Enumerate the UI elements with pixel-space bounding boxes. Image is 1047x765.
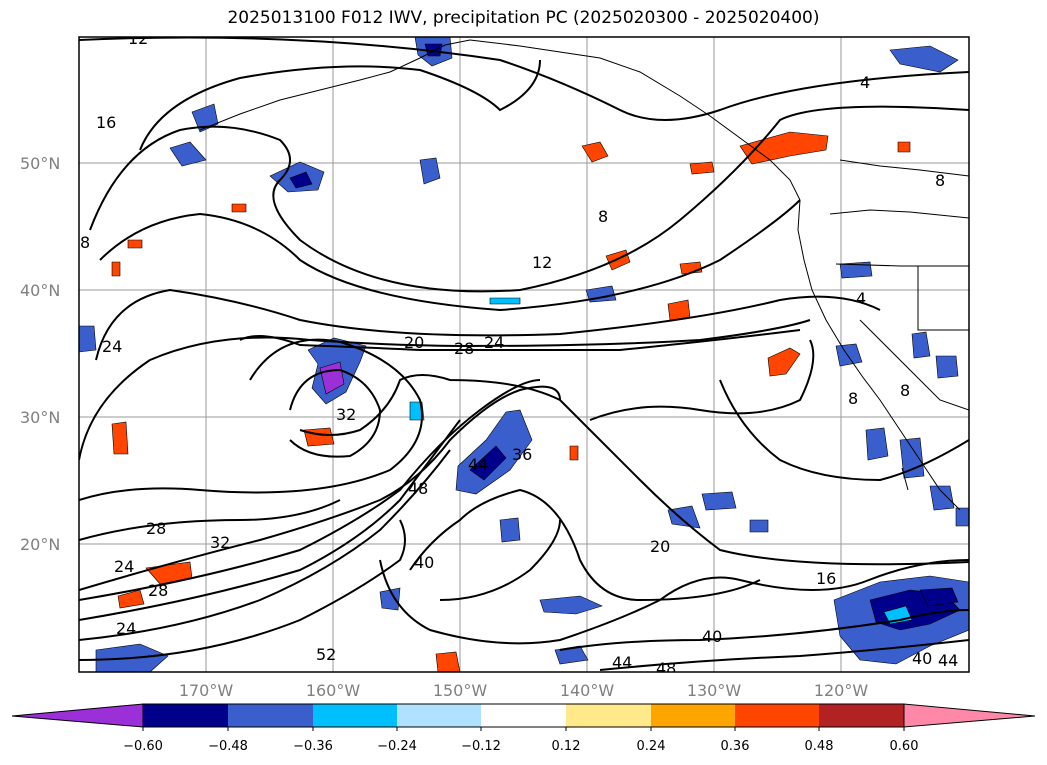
contour-label: 8 <box>80 233 90 252</box>
colorbar-tick-label: −0.24 <box>377 739 417 754</box>
contour-label: 28 <box>146 519 166 538</box>
lon-label-160w: 160°W <box>306 681 361 700</box>
longitude-labels: 170°W 160°W 150°W 140°W 130°W 120°W <box>179 681 869 700</box>
contour-label: 12 <box>128 29 148 48</box>
contour-label: 40 <box>702 627 722 646</box>
colorbar-swatch <box>735 704 819 727</box>
lat-label-50n: 50°N <box>20 154 60 173</box>
contour-label: 24 <box>114 557 134 576</box>
contour-label: 4 <box>860 73 870 92</box>
contour-label: 8 <box>598 207 608 226</box>
lon-label-150w: 150°W <box>433 681 488 700</box>
contour-labels: 12 16 4 8 8 12 8 24 20 28 24 32 44 36 48… <box>80 29 958 678</box>
contour-label: 40 <box>414 553 434 572</box>
contour-label: 52 <box>316 645 336 664</box>
map-panel[interactable]: 12 16 4 8 8 12 8 24 20 28 24 32 44 36 48… <box>79 29 969 678</box>
latitude-labels: 50°N 40°N 30°N 20°N <box>20 154 60 554</box>
contour-label: 40 <box>912 649 932 668</box>
colorbar-tick-label: 0.36 <box>721 739 750 754</box>
colorbar-tick-label: 0.12 <box>552 739 581 754</box>
colorbar-extend-low <box>11 703 144 728</box>
colorbar-swatch <box>397 704 481 727</box>
colorbar-tick-label: 0.48 <box>805 739 834 754</box>
contour-label: 8 <box>935 171 945 190</box>
contour-label: 20 <box>404 333 424 352</box>
colorbar-tick-label: −0.12 <box>461 739 501 754</box>
colorbar-tick-label: −0.48 <box>208 739 248 754</box>
contour-label: 44 <box>938 651 958 670</box>
contour-label: 8 <box>848 389 858 408</box>
lat-label-30n: 30°N <box>20 408 60 427</box>
colorbar-swatch <box>143 704 228 727</box>
colorbar-swatch <box>566 704 651 727</box>
lon-label-170w: 170°W <box>179 681 234 700</box>
lon-label-120w: 120°W <box>814 681 869 700</box>
positive-anomalies <box>111 131 911 672</box>
contour-label: 20 <box>650 537 670 556</box>
colorbar-tick-label: −0.36 <box>293 739 333 754</box>
colorbar-swatch <box>481 704 566 727</box>
precip-anomaly-fields <box>79 37 969 672</box>
contour-label: 12 <box>532 253 552 272</box>
contour-label: 4 <box>856 289 866 308</box>
contour-label: 24 <box>116 619 136 638</box>
lon-label-130w: 130°W <box>687 681 742 700</box>
contour-label: 8 <box>900 381 910 400</box>
coastlines <box>199 39 969 511</box>
lon-label-140w: 140°W <box>560 681 615 700</box>
contour-label: 48 <box>656 659 676 678</box>
contour-label: 32 <box>336 405 356 424</box>
iwv-contours <box>79 37 969 671</box>
colorbar-swatch <box>228 704 313 727</box>
colorbar-tick-label: 0.60 <box>890 739 919 754</box>
chart-title: 2025013100 F012 IWV, precipitation PC (2… <box>227 8 820 28</box>
lat-label-40n: 40°N <box>20 281 60 300</box>
contour-label: 44 <box>612 653 632 672</box>
contour-label: 28 <box>454 339 474 358</box>
colorbar-tick-label: −0.60 <box>123 739 163 754</box>
lat-label-20n: 20°N <box>20 535 60 554</box>
map-border <box>78 36 970 673</box>
colorbar-swatch <box>819 704 904 727</box>
contour-label: 36 <box>512 445 532 464</box>
colorbar-swatch <box>651 704 735 727</box>
contour-label: 16 <box>96 113 116 132</box>
contour-label: 24 <box>102 337 122 356</box>
contour-label: 32 <box>210 533 230 552</box>
contour-label: 44 <box>468 455 488 474</box>
contour-label: 28 <box>148 581 168 600</box>
contour-label: 24 <box>484 333 504 352</box>
colorbar-extend-high <box>903 703 1036 728</box>
contour-label: 16 <box>816 569 836 588</box>
colorbar-swatch <box>313 704 397 727</box>
colorbar: −0.60 −0.48 −0.36 −0.24 −0.12 0.12 0.24 … <box>11 703 1036 754</box>
contour-label: 48 <box>408 479 428 498</box>
colorbar-tick-label: 0.24 <box>637 739 666 754</box>
